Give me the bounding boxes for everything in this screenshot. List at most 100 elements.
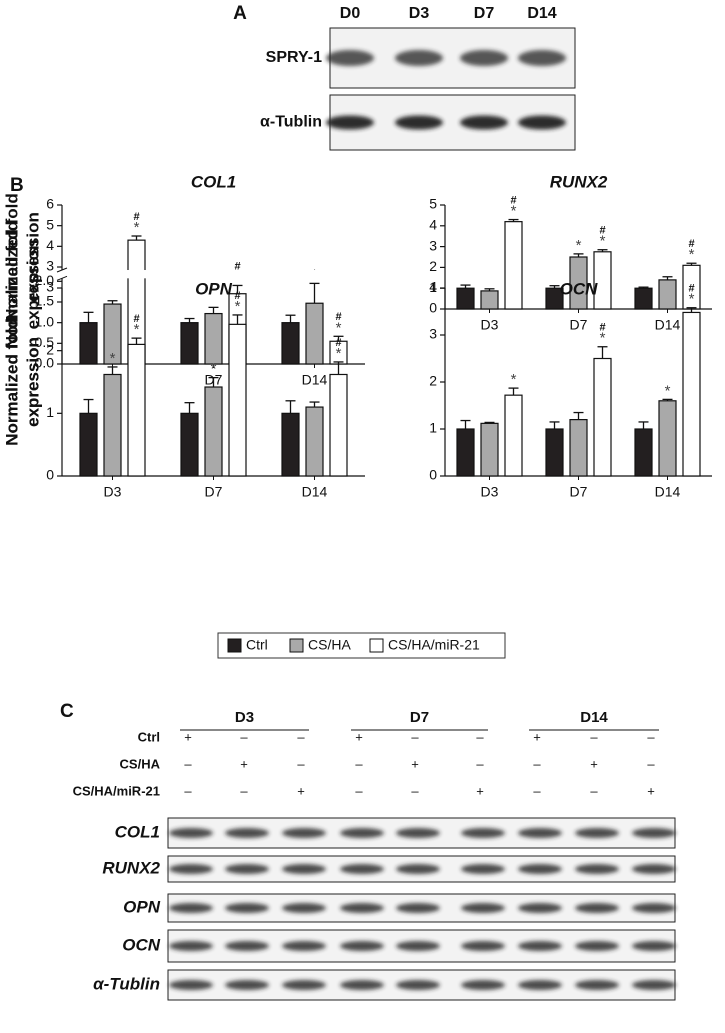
- blot-band: [282, 980, 326, 990]
- blot-label: α-Tublin: [93, 974, 160, 993]
- blot-band: [461, 941, 505, 951]
- y-tick-label: 5: [429, 196, 437, 212]
- significance-label: #: [133, 211, 139, 223]
- y-tick-label: 2: [46, 341, 54, 357]
- condition-sign: –: [297, 756, 305, 771]
- blot-band: [632, 903, 676, 913]
- significance-label: #: [234, 290, 240, 302]
- group-label: D14: [580, 709, 608, 726]
- bar: [634, 428, 653, 477]
- blot-band: [575, 980, 619, 990]
- group-label: D7: [410, 709, 429, 726]
- blot-band: [169, 980, 213, 990]
- significance-label: *: [336, 319, 342, 336]
- condition-sign: +: [355, 729, 363, 744]
- condition-sign: –: [184, 756, 192, 771]
- chart-title: RUNX2: [550, 172, 608, 191]
- legend-label: Ctrl: [246, 637, 268, 653]
- group-label: D3: [235, 709, 254, 726]
- y-axis-title: Normalized fold: [2, 318, 21, 446]
- bar: [79, 322, 98, 365]
- x-tick-label: D3: [481, 484, 499, 500]
- blot-band: [326, 50, 374, 66]
- blot-band: [169, 941, 213, 951]
- legend-swatch: [227, 638, 242, 653]
- lane-label: D0: [340, 5, 361, 22]
- y-tick-label: 1.5: [35, 293, 55, 309]
- x-tick-label: D7: [570, 484, 588, 500]
- x-tick-label: D3: [104, 484, 122, 500]
- bar: [281, 322, 300, 365]
- x-tick-label: D14: [655, 317, 681, 333]
- panel-label: A: [233, 3, 247, 24]
- legend-swatch: [369, 638, 384, 653]
- panel-label: C: [60, 701, 74, 722]
- condition-sign: +: [184, 729, 192, 744]
- blot-band: [396, 941, 440, 951]
- y-tick-label: 4: [46, 237, 54, 253]
- blot-band: [282, 864, 326, 874]
- blot-band: [396, 864, 440, 874]
- blot-band: [632, 980, 676, 990]
- significance-label: *: [235, 298, 241, 315]
- condition-sign: +: [240, 756, 248, 771]
- axis-break: [56, 270, 365, 279]
- y-tick-label: 1.0: [35, 313, 55, 329]
- significance-label: #: [688, 238, 694, 250]
- y-axis-title: expression: [23, 337, 42, 427]
- blot-band: [169, 903, 213, 913]
- blot-band: [395, 115, 443, 130]
- significance-label: *: [211, 361, 217, 378]
- blot-band: [461, 828, 505, 838]
- y-tick-label: 3: [429, 326, 437, 342]
- bar: [682, 311, 701, 477]
- blot-band: [518, 828, 562, 838]
- blot-band: [518, 980, 562, 990]
- condition-sign: –: [355, 756, 363, 771]
- bar: [127, 343, 146, 477]
- condition-sign: –: [647, 729, 655, 744]
- y-axis-title: Normalized fold: [2, 221, 21, 349]
- y-axis-title: expression: [23, 212, 42, 302]
- condition-sign: +: [476, 783, 484, 798]
- blot-band: [575, 828, 619, 838]
- bar: [456, 428, 475, 477]
- lane-label: D3: [409, 5, 430, 22]
- blot-band: [225, 864, 269, 874]
- condition-label: CS/HA: [120, 756, 161, 771]
- blot-band: [282, 903, 326, 913]
- bar: [456, 287, 475, 310]
- condition-sign: –: [533, 756, 541, 771]
- blot-band: [460, 115, 508, 130]
- bar: [480, 422, 499, 477]
- y-tick-label: 6: [46, 196, 54, 212]
- bar: [204, 312, 223, 365]
- blot-band: [461, 903, 505, 913]
- y-tick-label: 0.0: [35, 355, 55, 371]
- significance-label: *: [576, 237, 582, 254]
- blot-band: [225, 828, 269, 838]
- significance-label: *: [134, 219, 140, 236]
- condition-sign: –: [184, 783, 192, 798]
- blot-label: COL1: [115, 822, 160, 841]
- bar: [281, 412, 300, 477]
- lane-label: D14: [527, 5, 556, 22]
- blot-band: [282, 828, 326, 838]
- legend-swatch: [289, 638, 304, 653]
- blot-band: [575, 941, 619, 951]
- blot-band: [518, 115, 566, 130]
- condition-label: CS/HA/miR-21: [73, 783, 160, 798]
- x-tick-label: D3: [481, 317, 499, 333]
- significance-label: #: [335, 311, 341, 323]
- blot-band: [169, 864, 213, 874]
- y-tick-label: 0: [429, 467, 437, 483]
- blot-band: [461, 864, 505, 874]
- y-tick-label: 4: [429, 217, 437, 233]
- blot-label: OCN: [122, 935, 161, 954]
- bar: [569, 419, 588, 477]
- condition-sign: –: [240, 783, 248, 798]
- break-mark: [56, 267, 68, 273]
- significance-label: #: [335, 337, 341, 349]
- y-tick-label: 2.0: [35, 272, 55, 288]
- x-tick-label: D7: [570, 317, 588, 333]
